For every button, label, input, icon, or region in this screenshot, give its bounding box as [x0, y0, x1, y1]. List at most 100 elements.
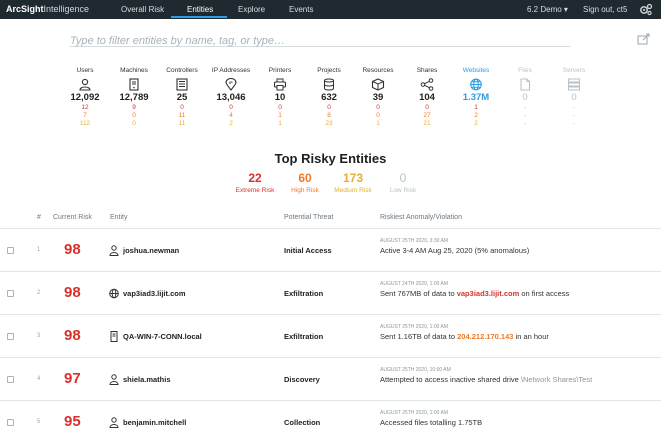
category-projects[interactable]: Projects 632 0 8 23 [303, 67, 355, 128]
nav-overall-risk[interactable]: Overall Risk [121, 5, 165, 14]
medium-count: - [523, 120, 527, 127]
column-header-entity[interactable]: Entity [110, 214, 128, 221]
category-count: 25 [176, 92, 188, 103]
nav-explore[interactable]: Explore [238, 5, 266, 14]
row-checkbox[interactable] [7, 419, 14, 426]
description-text: Sent 767MB of data to [380, 289, 457, 298]
user-icon [79, 78, 91, 91]
medium-risk-label: Medium Risk [334, 187, 372, 194]
category-servers[interactable]: Servers 0 - - - [548, 67, 600, 128]
high-count: - [523, 112, 527, 119]
description-text: Active 3-4 AM Aug 25, 2020 (5% anomalous… [380, 246, 530, 255]
globe-icon [470, 78, 482, 91]
extreme-count: 0 [376, 104, 380, 111]
extreme-count: 9 [132, 104, 136, 111]
entity-filter-input[interactable] [70, 34, 570, 48]
risk-score: 98 [64, 284, 81, 301]
low-risk-count: 0 [399, 171, 407, 185]
high-risk-summary[interactable]: 60 High Risk [275, 171, 335, 194]
high-count: 1 [278, 112, 282, 119]
table-row[interactable]: 1 98 joshua.newman Initial Access AUGUST… [0, 229, 661, 272]
anomaly-description: Active 3-4 AM Aug 25, 2020 (5% anomalous… [380, 246, 529, 255]
entity-name-link[interactable]: joshua.newman [123, 246, 180, 255]
extreme-count: 0 [278, 104, 282, 111]
row-checkbox[interactable] [7, 376, 14, 383]
user-icon [109, 245, 119, 256]
demo-dropdown[interactable]: 6.2 Demo ▾ [527, 5, 568, 14]
column-header-potential-threat[interactable]: Potential Threat [284, 214, 334, 221]
high-count: 2 [474, 112, 478, 119]
column-header-riskiest-anomaly[interactable]: Riskiest Anomaly/Violation [380, 214, 462, 221]
table-row[interactable]: 4 97 shiela.mathis Discovery AUGUST 25TH… [0, 358, 661, 401]
entity-name-link[interactable]: QA-WIN-7-CONN.local [123, 332, 202, 341]
category-users[interactable]: Users 12,092 12 7 112 [59, 67, 111, 128]
category-resources[interactable]: Resources 39 0 0 1 [352, 67, 404, 128]
extreme-count: 1 [474, 104, 478, 111]
row-checkbox[interactable] [7, 290, 14, 297]
table-row[interactable]: 2 98 vap3iad3.lijit.com Exfiltration AUG… [0, 272, 661, 315]
app-logo[interactable]: ArcSightIntelligence [6, 4, 89, 14]
nav-events[interactable]: Events [289, 5, 314, 14]
extreme-risk-summary[interactable]: 22 Extreme Risk [225, 171, 285, 194]
medium-count: 2 [474, 120, 478, 127]
low-risk-label: Low Risk [389, 187, 417, 194]
user-icon [109, 374, 119, 385]
table-row[interactable]: 5 95 benjamin.mitchell Collection AUGUST… [0, 401, 661, 435]
controller-icon [176, 78, 188, 91]
row-checkbox[interactable] [7, 333, 14, 340]
destination-link[interactable]: vap3iad3.lijit.com [456, 289, 520, 298]
category-shares[interactable]: Shares 104 0 27 21 [401, 67, 453, 128]
category-printers[interactable]: Printers 10 0 1 1 [254, 67, 306, 128]
description-text-suffix: on first access [519, 289, 570, 298]
category-websites[interactable]: Websites 1.37M 1 2 2 [450, 67, 502, 128]
entity-name-link[interactable]: shiela.mathis [123, 375, 171, 384]
description-text: Accessed files totalling 1.75TB [380, 418, 483, 427]
high-count: 27 [423, 112, 431, 119]
low-risk-summary[interactable]: 0 Low Risk [373, 171, 433, 194]
anomaly-date: AUGUST 25TH 2020, 10:00 AM [380, 367, 451, 373]
category-name: Files [518, 67, 532, 74]
anomaly-date: AUGUST 25TH 2020, 1:00 AM [380, 410, 448, 416]
category-count: 13,046 [216, 92, 246, 103]
export-icon[interactable] [637, 33, 651, 45]
entity-name-link[interactable]: vap3iad3.lijit.com [123, 289, 186, 298]
category-name: Printers [268, 67, 292, 74]
category-machines[interactable]: Machines 12,789 9 0 0 [108, 67, 160, 128]
medium-risk-summary[interactable]: 173 Medium Risk [323, 171, 383, 194]
database-icon [324, 78, 334, 91]
extreme-count: - [523, 104, 527, 111]
category-name: Projects [317, 67, 341, 74]
high-count: 0 [376, 112, 380, 119]
description-text-suffix: in an hour [513, 332, 549, 341]
category-count: 0 [571, 92, 577, 103]
category-name: Websites [462, 67, 490, 74]
category-ip-addresses[interactable]: IP Addresses IP 13,046 0 4 2 [205, 67, 257, 128]
row-index: 5 [37, 419, 41, 425]
risk-score: 98 [64, 327, 81, 344]
medium-count: 2 [229, 120, 233, 127]
category-controllers[interactable]: Controllers 25 0 11 11 [156, 67, 208, 128]
row-checkbox[interactable] [7, 247, 14, 254]
medium-count: - [572, 120, 576, 127]
table-row[interactable]: 3 98 QA-WIN-7-CONN.local Exfiltration AU… [0, 315, 661, 358]
category-files[interactable]: Files 0 - - - [499, 67, 551, 128]
anomaly-description: Sent 767MB of data to vap3iad3.lijit.com… [380, 289, 569, 298]
row-index: 4 [37, 376, 41, 382]
settings-gears-icon[interactable] [639, 3, 653, 16]
file-icon [520, 78, 531, 91]
high-risk-label: High Risk [291, 187, 319, 194]
anomaly-date: AUGUST 24TH 2020, 1:00 AM [380, 281, 448, 287]
category-name: Controllers [166, 67, 198, 74]
destination-ip-link[interactable]: 204.212.170.143 [457, 332, 514, 341]
sign-out-link[interactable]: Sign out, ct5 [583, 5, 628, 14]
medium-risk-count: 173 [342, 171, 364, 185]
category-name: Users [76, 67, 94, 74]
nav-entities[interactable]: Entities [187, 5, 214, 14]
brand-suffix: Intelligence [43, 4, 90, 14]
column-header-current-risk[interactable]: Current Risk [53, 214, 92, 221]
entity-name-link[interactable]: benjamin.mitchell [123, 418, 187, 427]
medium-count: 1 [278, 120, 282, 127]
server-icon [110, 331, 118, 342]
high-risk-count: 60 [298, 171, 312, 185]
share-path-link[interactable]: \Network Shares\Test [520, 375, 593, 384]
